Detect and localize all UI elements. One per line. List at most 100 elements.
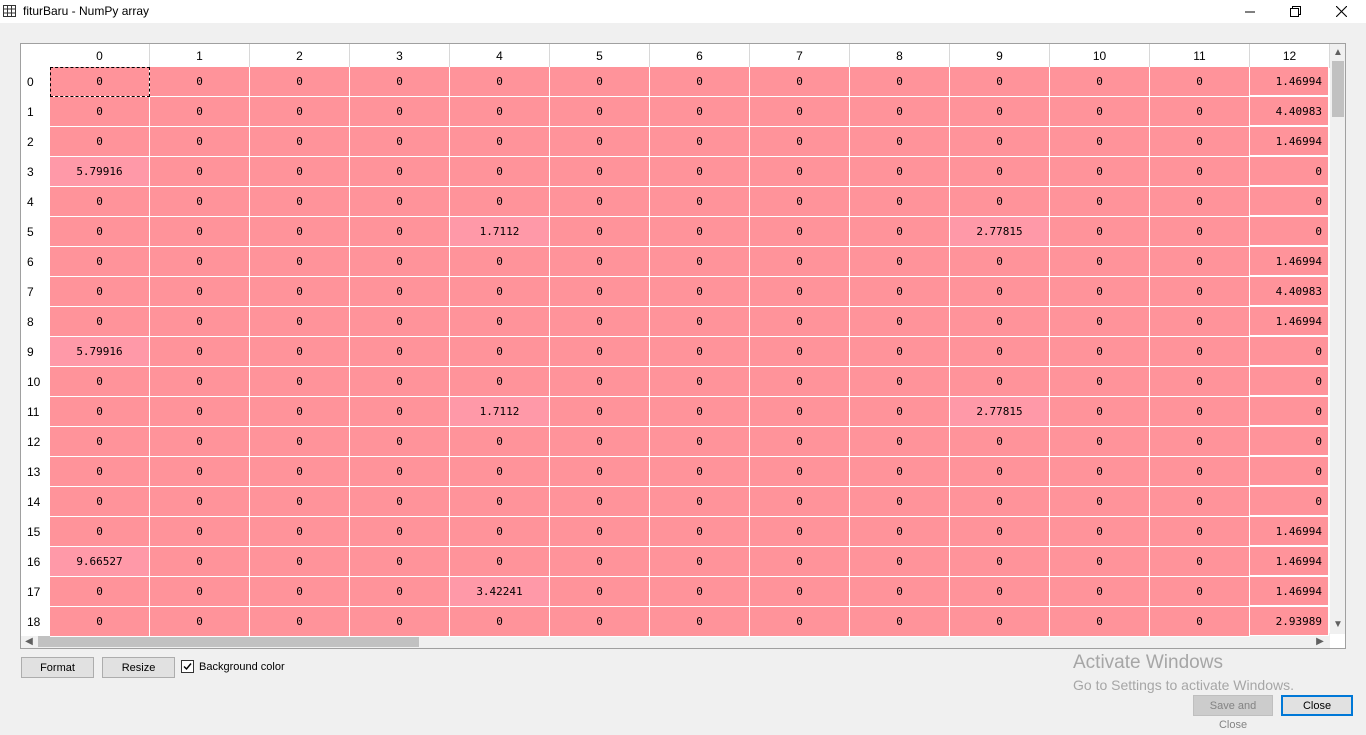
table-cell[interactable]: 0 [1150, 127, 1250, 157]
table-cell[interactable]: 2.93989 [1250, 607, 1329, 636]
table-cell[interactable]: 0 [650, 97, 750, 127]
background-color-toggle[interactable]: Background color [181, 660, 285, 673]
table-cell[interactable]: 0 [150, 487, 250, 517]
table-cell[interactable]: 0 [250, 607, 350, 637]
table-cell[interactable]: 0 [150, 187, 250, 217]
table-cell[interactable]: 0 [250, 367, 350, 397]
table-cell[interactable]: 0 [1150, 187, 1250, 217]
column-header[interactable]: 9 [950, 44, 1050, 68]
table-cell[interactable]: 0 [50, 187, 150, 217]
row-header[interactable]: 15 [21, 517, 50, 546]
table-cell[interactable]: 5.79916 [50, 337, 150, 367]
table-cell[interactable]: 0 [1250, 217, 1329, 246]
table-cell[interactable]: 0 [350, 577, 450, 607]
table-cell[interactable]: 0 [450, 307, 550, 337]
table-cell[interactable]: 0 [550, 247, 650, 277]
table-cell[interactable]: 0 [1150, 397, 1250, 427]
row-header[interactable]: 3 [21, 157, 50, 186]
table-cell[interactable]: 0 [1050, 67, 1150, 97]
table-cell[interactable]: 0 [1150, 427, 1250, 457]
table-cell[interactable]: 0 [1250, 397, 1329, 426]
table-cell[interactable]: 0 [550, 517, 650, 547]
table-cell[interactable]: 0 [950, 487, 1050, 517]
row-header[interactable]: 2 [21, 127, 50, 156]
table-cell[interactable]: 0 [850, 367, 950, 397]
table-cell[interactable]: 0 [850, 187, 950, 217]
table-cell[interactable]: 0 [150, 247, 250, 277]
table-cell[interactable]: 0 [1150, 577, 1250, 607]
table-cell[interactable]: 0 [750, 577, 850, 607]
table-cell[interactable]: 0 [550, 127, 650, 157]
table-cell[interactable]: 0 [350, 457, 450, 487]
table-cell[interactable]: 0 [250, 577, 350, 607]
table-cell[interactable]: 0 [1250, 157, 1329, 186]
table-cell[interactable]: 0 [750, 427, 850, 457]
table-cell[interactable]: 0 [750, 607, 850, 637]
table-cell[interactable]: 0 [750, 67, 850, 97]
table-cell[interactable]: 0 [250, 97, 350, 127]
table-cell[interactable]: 0 [150, 217, 250, 247]
table-cell[interactable]: 0 [150, 427, 250, 457]
table-cell[interactable]: 0 [750, 337, 850, 367]
table-cell[interactable]: 0 [1050, 247, 1150, 277]
table-cell[interactable]: 0 [450, 187, 550, 217]
horizontal-scroll-thumb[interactable] [38, 635, 419, 647]
table-cell[interactable]: 0 [50, 97, 150, 127]
table-cell[interactable]: 0 [250, 547, 350, 577]
resize-button[interactable]: Resize [102, 657, 175, 678]
table-cell[interactable]: 0 [350, 607, 450, 637]
table-cell[interactable]: 0 [150, 367, 250, 397]
table-cell[interactable]: 0 [150, 337, 250, 367]
table-cell[interactable]: 0 [850, 427, 950, 457]
table-cell[interactable]: 0 [450, 487, 550, 517]
table-cell[interactable]: 1.46994 [1250, 517, 1329, 546]
table-cell[interactable]: 0 [750, 277, 850, 307]
table-cell[interactable]: 0 [1050, 487, 1150, 517]
table-cell[interactable]: 0 [750, 547, 850, 577]
column-header[interactable]: 3 [350, 44, 450, 68]
row-header[interactable]: 14 [21, 487, 50, 516]
row-header[interactable]: 13 [21, 457, 50, 486]
row-header[interactable]: 16 [21, 547, 50, 576]
table-cell[interactable]: 0 [50, 307, 150, 337]
table-cell[interactable]: 0 [650, 127, 750, 157]
table-cell[interactable]: 0 [1150, 607, 1250, 637]
table-cell[interactable]: 0 [550, 427, 650, 457]
table-cell[interactable]: 0 [650, 307, 750, 337]
table-cell[interactable]: 0 [750, 157, 850, 187]
table-cell[interactable]: 0 [450, 547, 550, 577]
table-cell[interactable]: 0 [350, 487, 450, 517]
table-cell[interactable]: 0 [50, 517, 150, 547]
table-cell[interactable]: 0 [650, 67, 750, 97]
table-cell[interactable]: 0 [1050, 97, 1150, 127]
table-cell[interactable]: 0 [150, 97, 250, 127]
table-cell[interactable]: 1.46994 [1250, 247, 1329, 276]
table-cell[interactable]: 0 [250, 397, 350, 427]
table-cell[interactable]: 0 [1250, 187, 1329, 216]
row-header[interactable]: 18 [21, 607, 50, 636]
column-header[interactable]: 8 [850, 44, 950, 68]
table-cell[interactable]: 0 [950, 247, 1050, 277]
table-cell[interactable]: 0 [750, 247, 850, 277]
table-cell[interactable]: 0 [250, 127, 350, 157]
table-cell[interactable]: 0 [750, 397, 850, 427]
table-cell[interactable]: 0 [350, 157, 450, 187]
table-cell[interactable]: 0 [650, 607, 750, 637]
table-cell[interactable]: 0 [950, 577, 1050, 607]
row-header[interactable]: 9 [21, 337, 50, 366]
table-cell[interactable]: 0 [450, 277, 550, 307]
column-header[interactable]: 4 [450, 44, 550, 68]
column-header[interactable]: 0 [50, 44, 150, 68]
table-cell[interactable]: 0 [850, 517, 950, 547]
table-cell[interactable]: 0 [50, 127, 150, 157]
table-cell[interactable]: 0 [50, 247, 150, 277]
table-cell[interactable]: 0 [250, 67, 350, 97]
table-cell[interactable]: 0 [1150, 67, 1250, 97]
table-cell[interactable]: 2.77815 [950, 217, 1050, 247]
table-cell[interactable]: 0 [450, 337, 550, 367]
table-cell[interactable]: 0 [450, 157, 550, 187]
table-cell[interactable]: 0 [850, 547, 950, 577]
table-cell[interactable]: 0 [950, 127, 1050, 157]
table-cell[interactable]: 0 [550, 157, 650, 187]
table-cell[interactable]: 0 [650, 247, 750, 277]
